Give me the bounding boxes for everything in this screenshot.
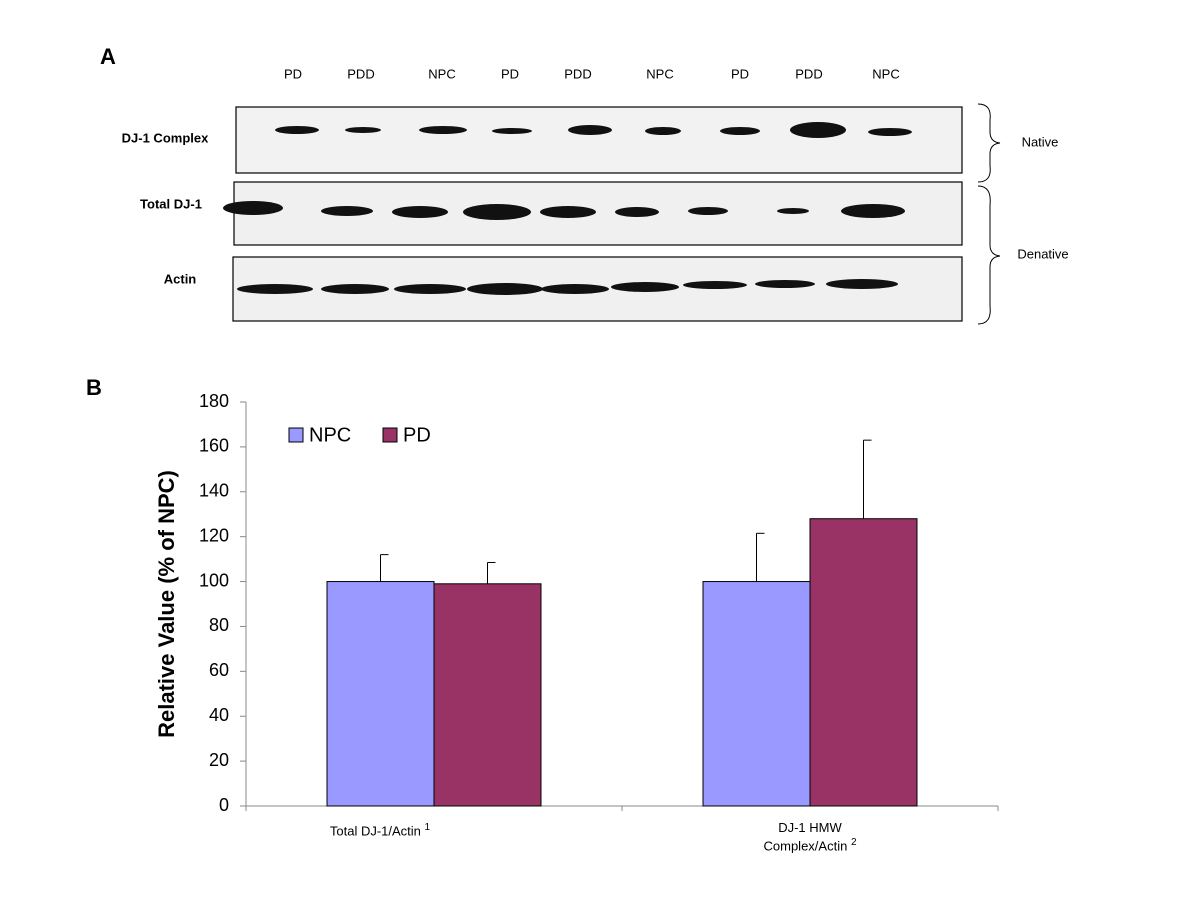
- lane-label: PDD: [347, 66, 374, 81]
- lane-label: NPC: [872, 66, 899, 81]
- blot-band: [688, 207, 728, 215]
- blot-band: [645, 127, 681, 135]
- blot-band: [720, 127, 760, 135]
- lane-label: PD: [501, 66, 519, 81]
- y-tick-label: 160: [199, 436, 229, 456]
- blot-band: [223, 201, 283, 215]
- y-tick-label: 0: [219, 795, 229, 815]
- panel-label: A: [100, 44, 116, 69]
- y-tick-label: 20: [209, 750, 229, 770]
- panel-label: B: [86, 375, 102, 400]
- blot-band: [541, 284, 609, 294]
- blot-band: [777, 208, 809, 214]
- group-label: Denative: [1017, 246, 1068, 261]
- category-note: 1: [424, 822, 431, 833]
- legend-label: PD: [403, 424, 431, 446]
- y-axis-label: Relative Value (% of NPC): [154, 470, 179, 738]
- bar: [433, 583, 542, 807]
- blot-band: [463, 204, 531, 220]
- lane-label: PDD: [795, 66, 822, 81]
- blot-band: [790, 122, 846, 138]
- lane-label: PD: [284, 66, 302, 81]
- bar: [702, 581, 811, 807]
- blot-band: [683, 281, 747, 289]
- lane-label: NPC: [428, 66, 455, 81]
- lane-label: PDD: [564, 66, 591, 81]
- blot-band: [568, 125, 612, 135]
- x-tick-label: Total DJ-1/Actin 1: [310, 820, 450, 838]
- blot-band: [419, 126, 467, 134]
- brace: [977, 185, 1001, 325]
- blot-band: [615, 207, 659, 217]
- y-tick-label: 140: [199, 481, 229, 501]
- blot-band: [345, 127, 381, 133]
- row-label: Total DJ-1: [140, 196, 202, 211]
- row-label: Actin: [164, 271, 197, 286]
- blot-band: [321, 206, 373, 216]
- y-tick-label: 180: [199, 391, 229, 411]
- blot-band: [540, 206, 596, 218]
- brace: [977, 103, 1001, 183]
- lane-label: PD: [731, 66, 749, 81]
- y-tick-label: 80: [209, 615, 229, 635]
- blot-band: [394, 284, 466, 294]
- blot-band: [841, 204, 905, 218]
- y-tick-label: 60: [209, 660, 229, 680]
- blot-band: [868, 128, 912, 136]
- bar: [809, 518, 918, 807]
- blot-band: [237, 284, 313, 294]
- x-tick-label: DJ-1 HMW Complex/Actin 2: [760, 820, 860, 853]
- blot-band: [275, 126, 319, 134]
- category-text: DJ-1 HMW Complex/Actin: [763, 820, 848, 854]
- blot-band: [392, 206, 448, 218]
- blot-band: [492, 128, 532, 134]
- blot-band: [826, 279, 898, 289]
- y-tick-label: 40: [209, 705, 229, 725]
- y-tick-label: 100: [199, 570, 229, 590]
- row-label: DJ-1 Complex: [122, 130, 209, 145]
- blot-band: [321, 284, 389, 294]
- blot-band: [467, 283, 543, 295]
- bar: [326, 581, 435, 807]
- legend-swatch: [382, 427, 398, 443]
- blot-box: [235, 106, 963, 174]
- category-note: 2: [850, 837, 857, 848]
- category-text: Total DJ-1/Actin: [329, 823, 421, 839]
- lane-label: NPC: [646, 66, 673, 81]
- legend-swatch: [288, 427, 304, 443]
- y-tick-label: 120: [199, 525, 229, 545]
- blot-band: [611, 282, 679, 292]
- legend-label: NPC: [309, 424, 351, 446]
- blot-band: [755, 280, 815, 288]
- group-label: Native: [1022, 134, 1059, 149]
